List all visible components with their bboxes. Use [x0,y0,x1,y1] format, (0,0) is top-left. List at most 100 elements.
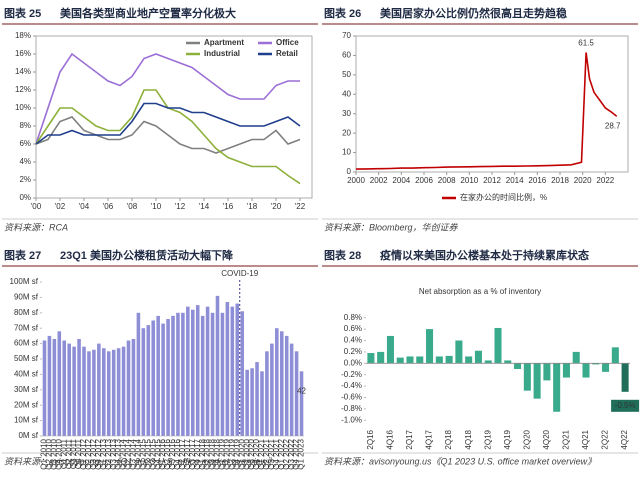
x-tick-label: '14 [199,202,210,211]
x-tick-label: '10 [151,202,162,211]
bar [572,351,580,364]
x-tick-label: 4Q19 [503,429,512,449]
annotation-label: COVID-19 [221,269,258,278]
bar [445,355,453,364]
x-tick-label: Q3 2021 [267,438,276,469]
x-tick-label: 2Q21 [562,429,571,449]
x-tick-label: '04 [79,202,90,211]
x-tick-label: '08 [127,202,138,211]
y-tick-label: 60M sf [14,339,39,348]
bar [265,351,269,436]
bar [235,303,240,436]
x-tick-label: Q4 2015 [153,438,162,469]
source-note: 资料来源：RCA [4,222,68,232]
bar [250,368,254,436]
y-tick-label: 10% [15,103,31,112]
x-tick-label: Q1 2019 [218,438,227,469]
x-tick-label: Q1 2011 [59,438,68,469]
plot-frame [35,35,313,199]
data-label: 61.5 [578,39,594,48]
bar [176,312,180,436]
x-tick-label: Q3 2016 [168,438,177,469]
y-tick-label: 14% [15,67,31,76]
x-tick-label: 2012 [483,176,501,185]
x-tick-label: Q2 2022 [282,438,291,469]
y-tick-label: -0.2% [341,370,362,379]
x-tick-label: 2Q19 [483,429,492,449]
y-tick-label: 0 [347,167,352,176]
bar [255,362,259,436]
x-tick-label: Q4 2013 [114,438,123,469]
x-tick-label: Q1 2023 [297,438,306,469]
bar [611,347,619,364]
y-tick-label: 0.6% [344,324,362,333]
bar [87,351,91,436]
x-tick-label: Q2 2015 [143,438,152,469]
x-tick-label: Q1 2010 [40,438,49,469]
y-tick-label: 16% [15,49,31,58]
y-tick-label: 20M sf [14,400,39,409]
x-tick-label: 2022 [596,176,614,185]
x-tick-label: Q2 2018 [203,438,212,469]
y-tick-label: 6% [19,139,31,148]
x-tick-label: 2Q18 [444,429,453,449]
bar [200,315,205,436]
bar [245,369,249,436]
bar [367,353,375,364]
plot-title: Net absorption as a % of inventory [419,287,541,296]
x-tick-label: 2002 [370,176,388,185]
bar [553,363,561,412]
bar [136,312,141,436]
x-tick-label: Q4 2022 [292,438,301,469]
y-tick-label: -0.4% [341,381,362,390]
bar [240,311,244,436]
x-tick-label: '02 [55,202,66,211]
bar [131,338,136,436]
x-tick-label: 2006 [415,176,433,185]
legend-label: Apartment [204,38,244,47]
x-tick-label: Q2 2012 [84,438,93,469]
bar [582,363,590,378]
bar [220,312,225,436]
bar [106,351,111,436]
bar [151,320,156,436]
bar [62,340,67,436]
y-tick-label: 12% [15,85,31,94]
x-tick-label: Q3 2010 [49,438,58,469]
x-tick-label: Q3 2017 [188,438,197,469]
bar [102,348,106,436]
bar [514,363,522,369]
bar [97,343,101,436]
x-tick-label: 2010 [460,176,478,185]
x-tick-label: Q2 2013 [104,438,113,469]
y-tick-label: -1.0% [341,415,362,424]
x-tick-label: '12 [175,202,186,211]
x-tick-label: '22 [295,202,306,211]
bar [602,363,610,372]
data-label: 28.7 [605,121,621,130]
bar [426,329,434,364]
bar [621,363,629,392]
x-tick-label: Q3 2018 [208,438,217,469]
figure-number: 图表 25 [4,6,41,20]
legend-label: Office [276,38,299,47]
x-tick-label: Q4 2019 [232,438,241,469]
x-tick-label: Q1 2012 [79,438,88,469]
y-tick-label: 50 [342,70,351,79]
x-tick-label: Q3 2015 [148,438,157,469]
x-tick-label: 2008 [438,176,456,185]
x-tick-label: Q3 2022 [287,438,296,469]
y-tick-label: 90M sf [14,293,39,302]
bar [260,371,264,436]
bar [230,306,235,436]
bar [210,312,215,436]
y-tick-label: 0.8% [344,313,362,322]
y-tick-label: 8% [19,121,31,130]
y-tick-label: 18% [15,31,31,40]
x-tick-label: Q1 2021 [257,438,266,469]
bar [121,346,126,436]
y-tick-label: 40M sf [14,370,39,379]
figure-number: 图表 28 [324,248,361,262]
y-tick-label: 4% [19,157,31,166]
x-tick-label: Q1 2016 [158,438,167,469]
